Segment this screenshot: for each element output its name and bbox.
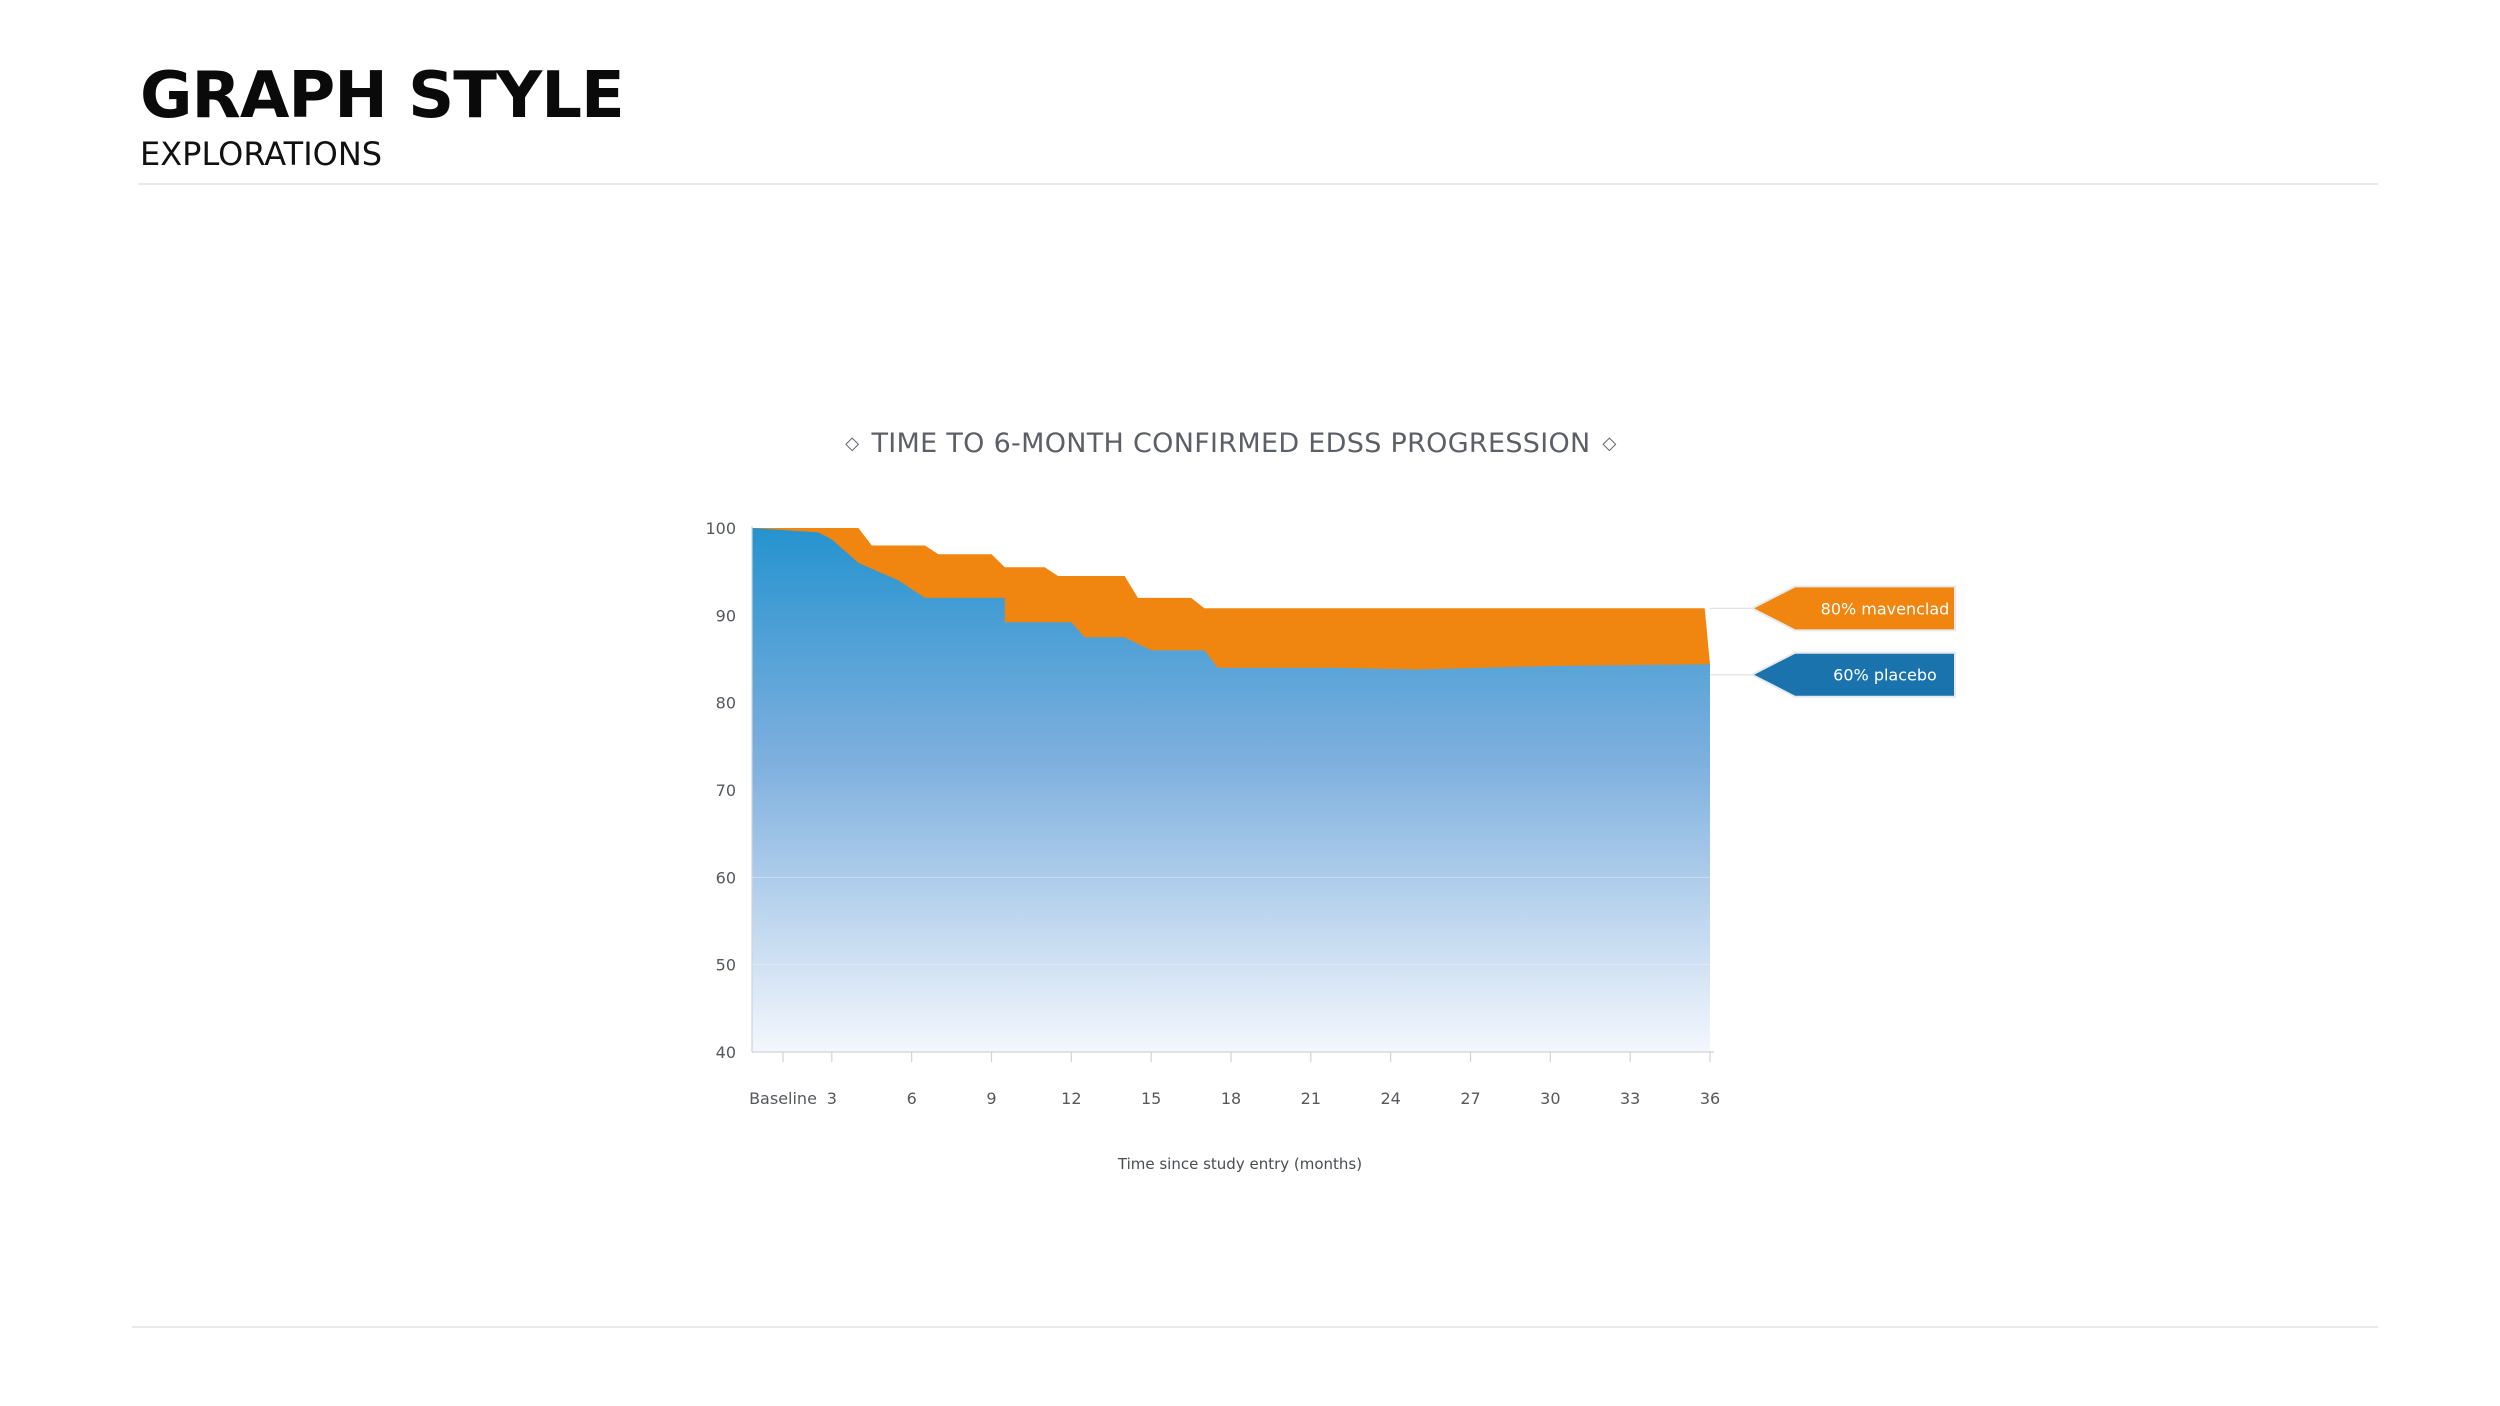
legend-mavenclad-label: 80% mavenclad — [1821, 599, 1950, 618]
series-area-mavenclad — [752, 528, 1710, 1052]
x-tick-label: 18 — [1221, 1089, 1241, 1108]
x-tick-label: 33 — [1620, 1089, 1640, 1108]
chart-title-row: ◇ TIME TO 6-MONTH CONFIRMED EDSS PROGRESS… — [0, 428, 2462, 459]
grid-lines — [752, 876, 1710, 966]
legend-placebo-tag — [1749, 651, 1956, 698]
footer-divider — [132, 1326, 2378, 1328]
x-tick-label: 27 — [1460, 1089, 1480, 1108]
page-subtitle: EXPLORATIONS — [140, 135, 383, 173]
y-tick-label: 40 — [716, 1043, 736, 1062]
x-tick-label: 21 — [1301, 1089, 1321, 1108]
x-tick-label: 36 — [1700, 1089, 1720, 1108]
x-tick-label: 9 — [986, 1089, 996, 1108]
header-divider — [138, 183, 2378, 185]
y-tick-label: 100 — [705, 519, 736, 538]
y-tick-label: 50 — [716, 956, 736, 975]
x-tick-label: 15 — [1141, 1089, 1161, 1108]
x-tick-label: 24 — [1380, 1089, 1400, 1108]
y-tick-label: 80 — [716, 694, 736, 713]
diamond-icon: ◇ — [845, 433, 860, 454]
y-tick-label: 90 — [716, 606, 736, 625]
y-tick-label: 70 — [716, 781, 736, 800]
legend-placebo-label: 60% placebo — [1833, 666, 1937, 685]
page-header: GRAPH STYLE EXPLORATIONS — [140, 58, 625, 174]
x-tick-label: Baseline — [749, 1089, 817, 1108]
y-tick-label: 60 — [716, 868, 736, 887]
legend-mavenclad-tag — [1749, 585, 1956, 632]
diamond-icon: ◇ — [1602, 433, 1617, 454]
legend: 80% mavenclad 60% placebo — [1710, 585, 1956, 698]
series-areas — [752, 528, 1710, 1052]
series-area-placebo — [752, 528, 1710, 1052]
x-tick-label: 3 — [827, 1089, 837, 1108]
page-title: GRAPH STYLE — [140, 59, 625, 133]
x-tick-label: 6 — [907, 1089, 917, 1108]
chart-title: TIME TO 6-MONTH CONFIRMED EDSS PROGRESSI… — [871, 428, 1591, 459]
x-axis-label: Time since study entry (months) — [1117, 1155, 1363, 1173]
x-tick-label: 30 — [1540, 1089, 1560, 1108]
x-tick-label: 12 — [1061, 1089, 1081, 1108]
